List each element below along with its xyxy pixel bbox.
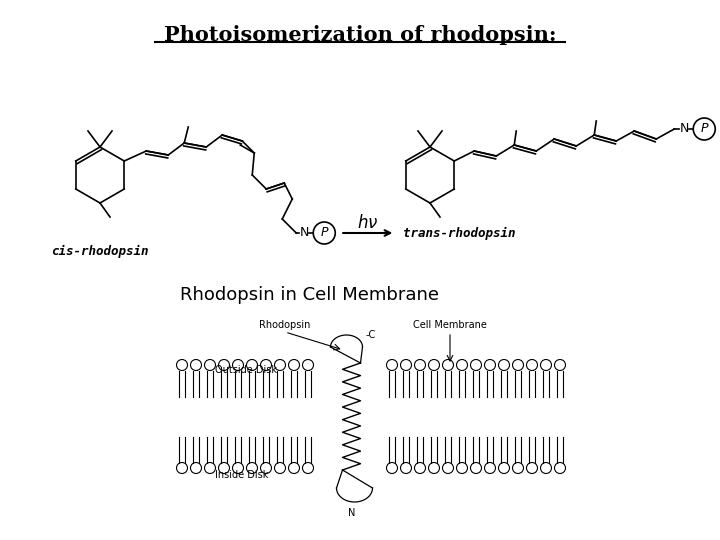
Text: Outside Disk: Outside Disk bbox=[215, 365, 277, 375]
Text: trans-rhodopsin: trans-rhodopsin bbox=[403, 226, 516, 240]
Text: Rhodopsin: Rhodopsin bbox=[259, 320, 311, 330]
Text: Rhodopsin in Cell Membrane: Rhodopsin in Cell Membrane bbox=[181, 286, 439, 304]
Text: P: P bbox=[701, 123, 708, 136]
Text: P: P bbox=[320, 226, 328, 240]
Text: Inside Disk: Inside Disk bbox=[215, 470, 269, 480]
Text: $h\nu$: $h\nu$ bbox=[357, 214, 379, 232]
Text: N: N bbox=[348, 508, 355, 518]
Text: N: N bbox=[300, 226, 309, 240]
Text: Photoisomerization of rhodopsin:: Photoisomerization of rhodopsin: bbox=[163, 25, 557, 45]
Text: N: N bbox=[680, 123, 689, 136]
Text: Cell Membrane: Cell Membrane bbox=[413, 320, 487, 330]
Text: -C: -C bbox=[366, 330, 376, 340]
Text: cis-rhodopsin: cis-rhodopsin bbox=[51, 245, 149, 258]
